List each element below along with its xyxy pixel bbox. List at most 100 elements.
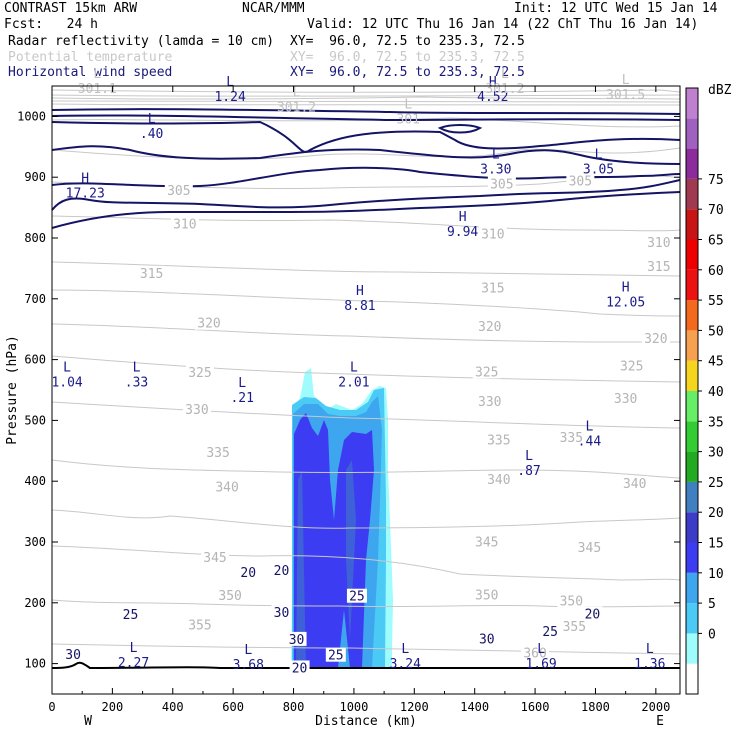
- theta-label-bg: [617, 358, 646, 373]
- extremum-value: 1.24: [214, 90, 245, 105]
- surface-terrain: [51, 661, 680, 670]
- extremum-type: L: [238, 376, 246, 391]
- theta-label: 360: [523, 646, 546, 661]
- theta-label-bg: [164, 183, 193, 198]
- theta-label: 355: [188, 618, 211, 633]
- colorbar-tick-label: 10: [708, 567, 724, 582]
- theta-label-bg: [475, 394, 504, 409]
- extremum-value: 1.04: [51, 376, 82, 391]
- x-tick-label: 600: [222, 700, 244, 714]
- extremum-type: L: [350, 361, 358, 376]
- x-tick-label: 1000: [339, 700, 368, 714]
- extremum-type: L: [646, 642, 654, 657]
- theta-label: 325: [620, 359, 643, 374]
- extremum-value: .40: [140, 127, 163, 142]
- extremum-value: 2.27: [118, 656, 149, 671]
- theta-label-bg: [170, 216, 199, 231]
- colorbar-tick-label: 25: [708, 476, 724, 491]
- extremum-type: L: [148, 112, 156, 127]
- theta-label: 335: [560, 431, 583, 446]
- colorbar-swatch: [686, 209, 698, 240]
- extremum-type: H: [81, 172, 89, 187]
- extremum-type: L: [226, 75, 234, 90]
- colorbar-swatch: [686, 542, 698, 573]
- forecast-hour: Fcst: 24 h: [4, 17, 98, 32]
- colorbar-swatch: [686, 148, 698, 179]
- theta-label-bg: [521, 645, 550, 660]
- extremum-type: L: [133, 361, 141, 376]
- colorbar-tick-label: 5: [708, 597, 716, 612]
- colorbar-swatch: [686, 300, 698, 331]
- y-tick-label: 300: [24, 535, 46, 549]
- wind-label: 25: [123, 608, 139, 623]
- wind-label: 20: [240, 566, 256, 581]
- wind-label: 30: [274, 606, 290, 621]
- y-tick-label: 100: [24, 657, 46, 671]
- wind-label-bg: [63, 647, 84, 662]
- field-reflectivity-name: Radar reflectivity (lamda = 10 cm): [8, 34, 275, 49]
- theta-label-bg: [644, 259, 673, 274]
- extremum-value: 9.94: [447, 225, 478, 240]
- extremum-value: .21: [230, 391, 253, 406]
- field-wind-name: Horizontal wind speed: [8, 65, 173, 80]
- extremum-type: L: [525, 449, 533, 464]
- wind-label-bg: [289, 660, 310, 675]
- extremum-type: H: [622, 280, 630, 295]
- extremum-value: 17.23: [66, 187, 105, 202]
- theta-label: 340: [487, 473, 510, 488]
- colorbar-swatch: [686, 481, 698, 513]
- wind-label-bg: [346, 588, 367, 603]
- field-wind-xy: XY= 96.0, 72.5 to 235.3, 72.5: [290, 65, 525, 80]
- colorbar-swatch: [686, 178, 698, 210]
- extremum-type: L: [130, 641, 138, 656]
- theta-label-bg: [484, 432, 513, 447]
- wind-label-bg: [238, 565, 259, 580]
- x-tick-label: 800: [283, 700, 305, 714]
- theta-label: 345: [578, 541, 601, 556]
- extremum-type: L: [537, 642, 545, 657]
- axes: 0 200 400 600 800 1000 1200 1400 1600 1800 2000 100…: [17, 86, 680, 714]
- theta-label-bg: [566, 173, 595, 188]
- wind-label: 20: [292, 661, 308, 676]
- theta-extremum-value: 301: [397, 112, 420, 127]
- colorbar: 0 5 10 15 20 25 30 35 40 45 50 55 60 65 70 75: [685, 87, 724, 695]
- east-label: E: [656, 714, 664, 729]
- extremum-type: H: [356, 284, 364, 299]
- colorbar-tick-label: 65: [708, 234, 724, 249]
- theta-extremum-type: L: [404, 97, 412, 112]
- field-theta-name: Potential temperature: [8, 50, 173, 65]
- extremum-value: .87: [517, 464, 540, 479]
- wind-label-bg: [286, 631, 307, 646]
- theta-extremum-value: 301.2: [277, 100, 316, 115]
- plot-frame: [51, 85, 681, 695]
- colorbar-tick-label: 45: [708, 355, 724, 370]
- extremum-value: 3.30: [480, 162, 511, 177]
- theta-label: 340: [215, 480, 238, 495]
- wind-label: 30: [289, 633, 305, 648]
- theta-label-bg: [472, 364, 501, 379]
- theta-label: 350: [218, 589, 241, 604]
- x-tick-label: 1400: [460, 700, 489, 714]
- theta-label: 315: [647, 260, 670, 275]
- wind-label-bg: [271, 605, 292, 620]
- wind-label-bg: [120, 606, 141, 621]
- theta-extremum-value: 301.5: [606, 88, 645, 103]
- theta-label-bg: [487, 176, 516, 191]
- init-time: Init: 12 UTC Wed 15 Jan 14: [514, 1, 718, 16]
- theta-label: 305: [167, 184, 190, 199]
- extremum-type: H: [459, 210, 467, 225]
- extremum-value: 2.01: [338, 376, 369, 391]
- theta-label-bg: [560, 619, 589, 634]
- theta-labels: 360 355 355 350 350 350 345 345 345 340 340 340 335 3…: [137, 173, 673, 661]
- theta-label: 320: [644, 332, 667, 347]
- extremum-value: 1.36: [634, 657, 665, 672]
- colorbar-tick-label: 75: [708, 173, 724, 188]
- x-axis-label: Distance (km): [315, 714, 417, 729]
- theta-label-bg: [478, 226, 507, 241]
- theta-label: 310: [481, 227, 504, 242]
- colorbar-tick-label: 60: [708, 264, 724, 279]
- theta-label: 330: [185, 403, 208, 418]
- wind-label: 30: [65, 648, 81, 663]
- colorbar-tick-label: 15: [708, 537, 724, 552]
